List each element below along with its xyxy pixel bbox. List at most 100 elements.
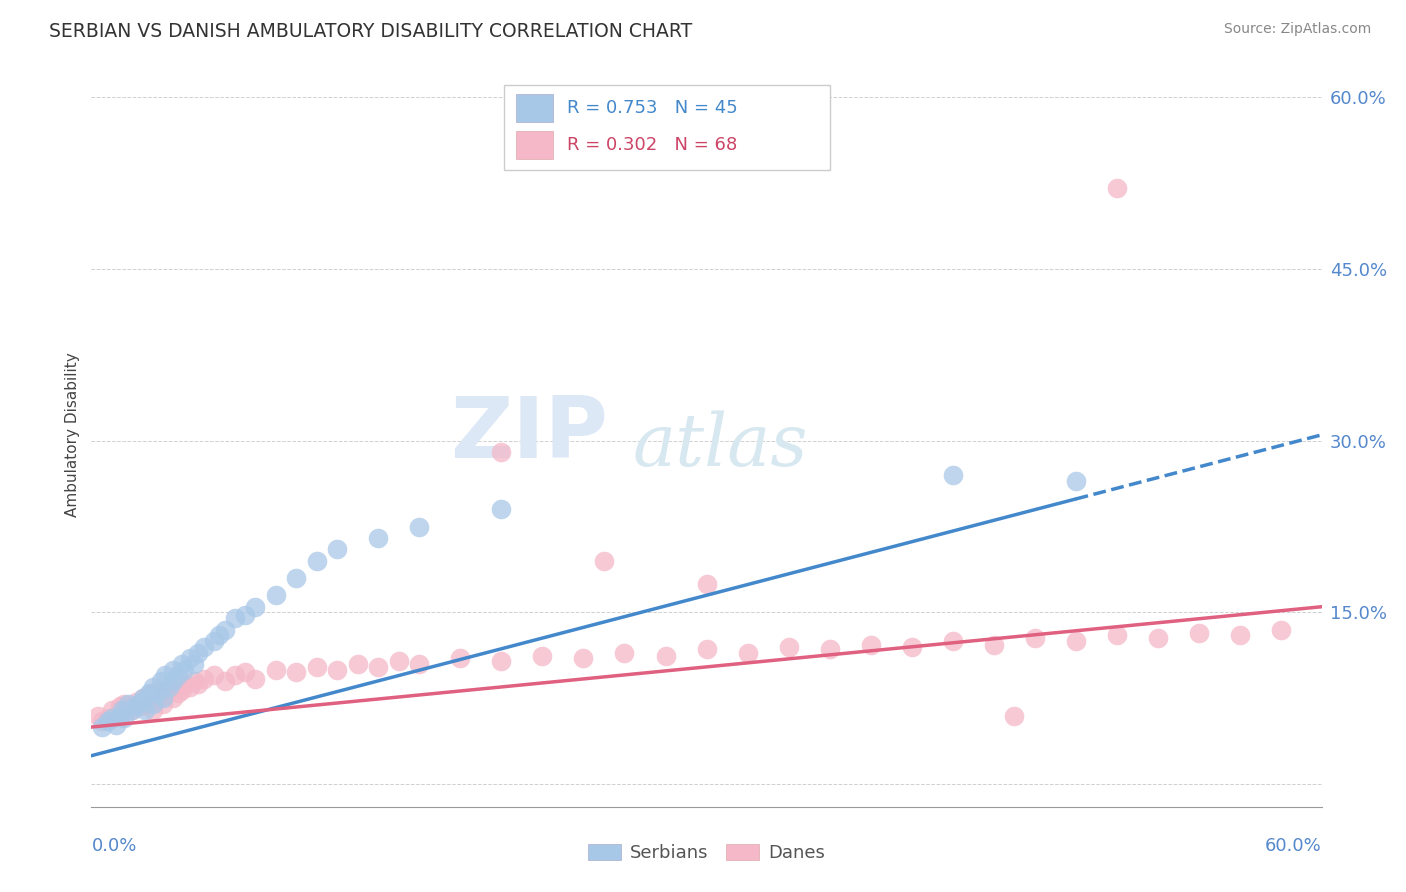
- Point: [408, 519, 430, 533]
- Text: Source: ZipAtlas.com: Source: ZipAtlas.com: [1223, 22, 1371, 37]
- Point: [233, 607, 256, 622]
- Text: R = 0.753   N = 45: R = 0.753 N = 45: [568, 99, 738, 117]
- Point: [90, 714, 112, 729]
- Point: [138, 686, 160, 700]
- Text: R = 0.302   N = 68: R = 0.302 N = 68: [568, 136, 738, 154]
- Point: [367, 531, 389, 545]
- Point: [121, 703, 143, 717]
- Point: [117, 702, 139, 716]
- Point: [97, 714, 120, 729]
- Point: [367, 660, 389, 674]
- Text: 0.0%: 0.0%: [91, 837, 136, 855]
- Point: [900, 640, 922, 654]
- FancyBboxPatch shape: [516, 131, 553, 160]
- Point: [264, 588, 287, 602]
- Point: [101, 711, 124, 725]
- Point: [108, 699, 131, 714]
- FancyBboxPatch shape: [503, 85, 830, 170]
- Point: [117, 697, 139, 711]
- Point: [224, 668, 246, 682]
- Point: [326, 663, 349, 677]
- Point: [150, 683, 173, 698]
- Point: [142, 686, 165, 700]
- Point: [134, 703, 156, 717]
- Point: [105, 708, 127, 723]
- Point: [449, 651, 471, 665]
- Point: [942, 467, 965, 482]
- Point: [491, 502, 513, 516]
- Point: [778, 640, 800, 654]
- Point: [101, 703, 124, 717]
- Point: [942, 634, 965, 648]
- Point: [152, 697, 174, 711]
- Point: [202, 634, 225, 648]
- Point: [983, 638, 1005, 652]
- Y-axis label: Ambulatory Disability: Ambulatory Disability: [65, 352, 80, 517]
- Point: [818, 642, 841, 657]
- Point: [170, 683, 193, 698]
- Point: [654, 648, 676, 663]
- Point: [121, 703, 143, 717]
- Point: [695, 642, 717, 657]
- Point: [138, 688, 160, 702]
- Point: [214, 674, 236, 689]
- Point: [1105, 628, 1128, 642]
- Point: [224, 611, 246, 625]
- FancyBboxPatch shape: [516, 94, 553, 122]
- Point: [166, 668, 188, 682]
- Point: [157, 680, 180, 694]
- Point: [157, 680, 180, 694]
- Point: [285, 571, 308, 585]
- Point: [1002, 708, 1025, 723]
- Point: [111, 703, 134, 717]
- Point: [90, 720, 112, 734]
- Point: [125, 699, 148, 714]
- Legend: Serbians, Danes: Serbians, Danes: [581, 837, 832, 869]
- Point: [146, 691, 169, 706]
- Point: [193, 672, 215, 686]
- Point: [146, 686, 169, 700]
- Point: [305, 660, 328, 674]
- Point: [233, 665, 256, 679]
- Point: [170, 657, 193, 671]
- Point: [1187, 626, 1209, 640]
- Point: [142, 697, 165, 711]
- Point: [491, 445, 513, 459]
- Point: [593, 554, 616, 568]
- Point: [153, 668, 177, 682]
- Point: [285, 665, 308, 679]
- Point: [112, 711, 135, 725]
- Point: [131, 691, 153, 706]
- Point: [105, 718, 127, 732]
- Point: [326, 542, 349, 557]
- Point: [531, 648, 554, 663]
- Point: [131, 691, 153, 706]
- Point: [737, 646, 759, 660]
- Point: [193, 640, 215, 654]
- Point: [1064, 634, 1087, 648]
- Point: [152, 691, 174, 706]
- Point: [245, 599, 267, 614]
- Text: atlas: atlas: [633, 410, 808, 482]
- Point: [183, 674, 205, 689]
- Point: [572, 651, 595, 665]
- Point: [347, 657, 370, 671]
- Point: [1270, 623, 1292, 637]
- Point: [187, 676, 209, 690]
- Point: [207, 628, 229, 642]
- Point: [129, 699, 152, 714]
- Point: [125, 695, 148, 709]
- Point: [173, 676, 195, 690]
- Point: [108, 708, 131, 723]
- Point: [142, 703, 165, 717]
- Point: [202, 668, 225, 682]
- Point: [613, 646, 636, 660]
- Point: [86, 708, 108, 723]
- Point: [162, 663, 184, 677]
- Point: [179, 651, 201, 665]
- Point: [1064, 474, 1087, 488]
- Point: [245, 672, 267, 686]
- Text: SERBIAN VS DANISH AMBULATORY DISABILITY CORRELATION CHART: SERBIAN VS DANISH AMBULATORY DISABILITY …: [49, 22, 693, 41]
- Point: [112, 697, 135, 711]
- Point: [129, 695, 152, 709]
